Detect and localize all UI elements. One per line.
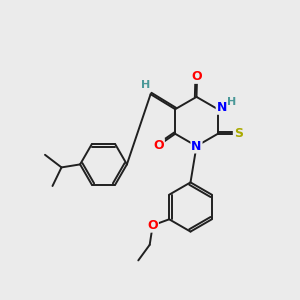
Text: S: S [234,127,243,140]
Text: N: N [191,140,202,153]
Text: O: O [147,219,158,232]
Text: H: H [141,80,150,90]
Text: O: O [153,139,164,152]
Text: N: N [217,101,227,114]
Text: O: O [192,70,203,83]
Text: H: H [227,97,236,107]
